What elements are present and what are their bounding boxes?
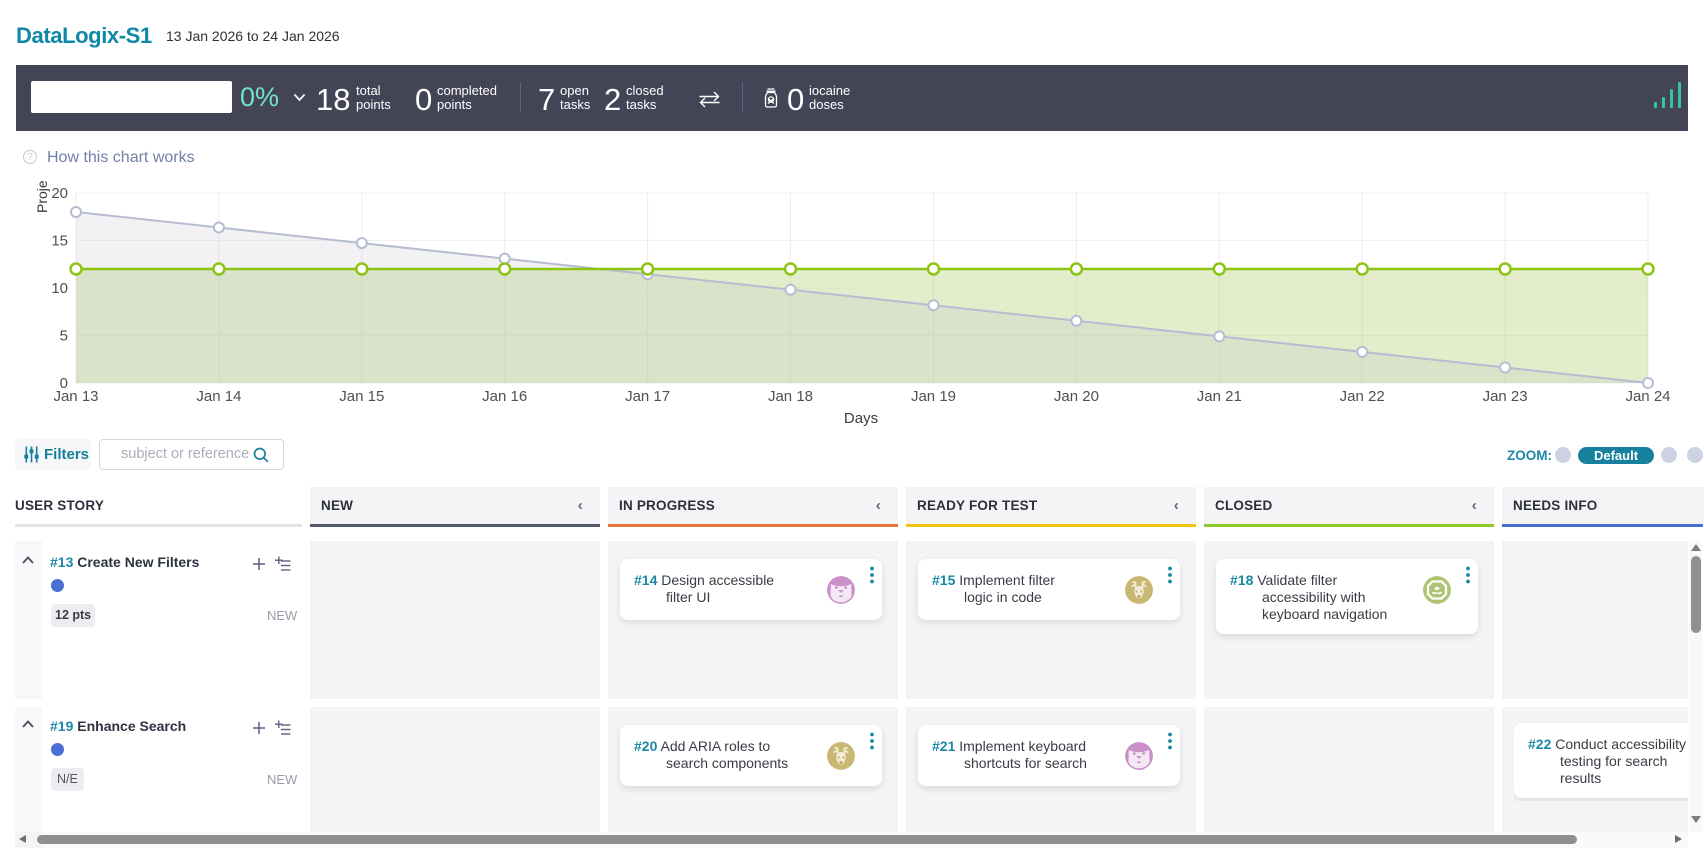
svg-text:Jan 23: Jan 23 <box>1483 388 1528 405</box>
svg-text:15: 15 <box>51 233 68 250</box>
svg-text:0: 0 <box>60 375 68 392</box>
svg-text:Jan 18: Jan 18 <box>768 388 813 405</box>
svg-text:10: 10 <box>51 280 68 297</box>
svg-text:Jan 24: Jan 24 <box>1625 388 1670 405</box>
svg-text:Jan 22: Jan 22 <box>1340 388 1385 405</box>
svg-text:Jan 16: Jan 16 <box>482 388 527 405</box>
svg-text:Jan 17: Jan 17 <box>625 388 670 405</box>
svg-text:Days: Days <box>844 410 878 427</box>
svg-text:Jan 21: Jan 21 <box>1197 388 1242 405</box>
svg-text:Jan 19: Jan 19 <box>911 388 956 405</box>
svg-text:20: 20 <box>51 185 68 202</box>
svg-text:Jan 13: Jan 13 <box>53 388 98 405</box>
svg-text:Proje: Proje <box>34 180 50 213</box>
svg-text:Jan 15: Jan 15 <box>339 388 384 405</box>
svg-text:Jan 14: Jan 14 <box>196 388 241 405</box>
svg-text:Jan 20: Jan 20 <box>1054 388 1099 405</box>
svg-text:5: 5 <box>60 328 68 345</box>
